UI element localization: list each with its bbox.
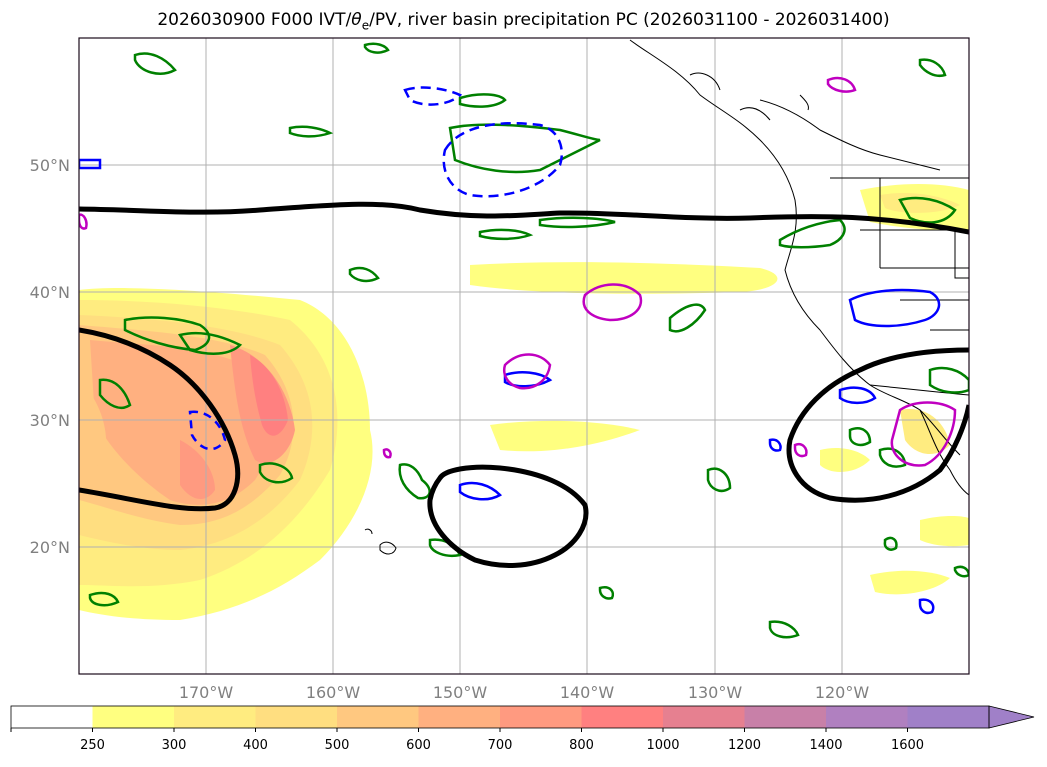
colorbar-tick-label: 1600 — [891, 738, 924, 753]
blue-contours — [79, 86, 941, 615]
lat-label-20: 20°N — [30, 538, 70, 557]
colorbar: 250 300 400 500 600 700 800 1000 1200 1400 1600 — [10, 705, 1035, 753]
colorbar-tick-label: 400 — [243, 738, 268, 753]
lon-label-140w: 140°W — [560, 683, 615, 702]
colorbar-segment — [581, 706, 664, 728]
colorbar-segment — [11, 706, 93, 728]
colorbar-extend-arrow — [988, 705, 1035, 729]
map-title: 2026030900 F000 IVT/θe/PV, river basin p… — [157, 10, 890, 33]
colorbar-tick-label: 300 — [162, 738, 187, 753]
graticule — [79, 38, 969, 674]
colorbar-segment — [92, 706, 175, 728]
lat-label-40: 40°N — [30, 283, 70, 302]
lat-label-50: 50°N — [30, 156, 70, 175]
colorbar-tick-label: 800 — [569, 738, 594, 753]
colorbar-segment — [174, 706, 256, 728]
colorbar-segment — [337, 706, 419, 728]
colorbar-tick-label: 250 — [80, 738, 105, 753]
coastline — [364, 39, 969, 555]
lat-label-30: 30°N — [30, 411, 70, 430]
pv-contours — [88, 42, 969, 639]
colorbar-segment — [255, 706, 338, 728]
colorbar-tick-label: 1200 — [728, 738, 761, 753]
lon-label-130w: 130°W — [688, 683, 743, 702]
colorbar-segment — [663, 706, 745, 728]
colorbar-tick-label: 700 — [488, 738, 513, 753]
colorbar-segment — [418, 706, 501, 728]
map-frame — [78, 37, 970, 675]
lon-label-160w: 160°W — [306, 683, 361, 702]
lon-label-120w: 120°W — [815, 683, 870, 702]
lon-label-150w: 150°W — [433, 683, 488, 702]
colorbar-segment — [744, 706, 827, 728]
lon-label-170w: 170°W — [179, 683, 234, 702]
colorbar-segment — [826, 706, 908, 728]
magenta-contours — [79, 76, 957, 467]
theta-e-contours — [79, 201, 969, 568]
colorbar-tick-label: 1000 — [646, 738, 679, 753]
colorbar-segment — [907, 706, 990, 728]
colorbar-tick-label: 600 — [406, 738, 431, 753]
colorbar-tick-label: 1400 — [809, 738, 842, 753]
colorbar-tick-label: 500 — [325, 738, 350, 753]
colorbar-segment — [500, 706, 582, 728]
